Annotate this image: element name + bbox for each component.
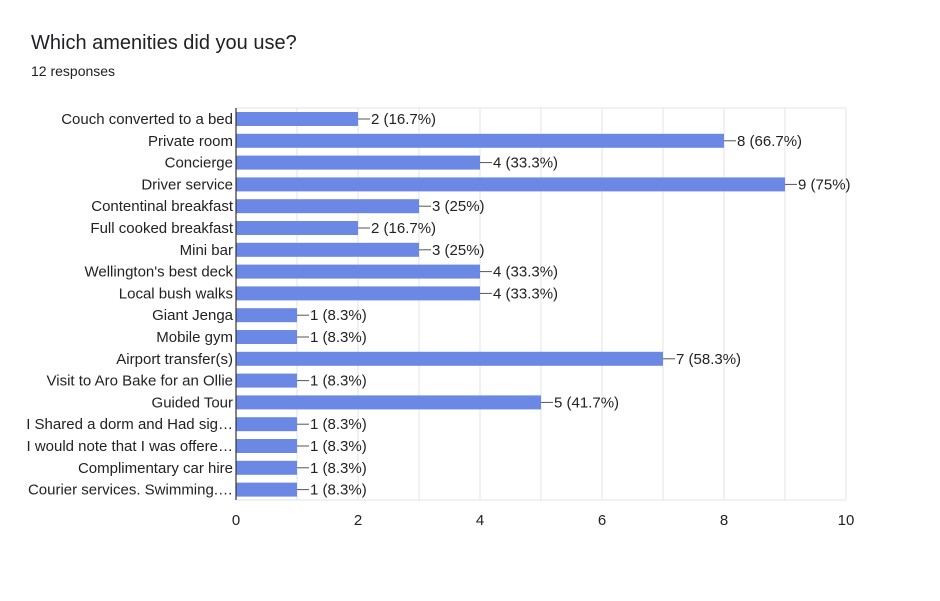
category-label: Mobile gym (156, 329, 233, 346)
value-label: 1 (8.3%) (310, 307, 367, 324)
bar (236, 308, 297, 323)
category-label: I would note that I was offere… (26, 438, 233, 455)
x-tick-label: 8 (720, 512, 728, 529)
value-label: 1 (8.3%) (310, 438, 367, 455)
value-label: 8 (66.7%) (737, 133, 802, 150)
bar (236, 373, 297, 388)
category-label: Full cooked breakfast (90, 220, 233, 237)
bar (236, 264, 480, 279)
grid-lines (236, 107, 847, 501)
value-label: 4 (33.3%) (493, 155, 558, 172)
category-label: Driver service (141, 176, 233, 193)
value-label: 3 (25%) (432, 198, 485, 215)
value-labels: 2 (16.7%) 8 (66.7%) 4 (33.3%) 9 (75%) 3 (25%… (297, 111, 851, 499)
category-label: Mini bar (180, 242, 233, 259)
category-label: Wellington's best deck (85, 264, 234, 281)
bar (236, 482, 297, 497)
value-label: 1 (8.3%) (310, 416, 367, 433)
x-axis-ticks: 0 2 4 6 8 10 (232, 512, 855, 529)
category-label: Giant Jenga (152, 307, 234, 324)
bar (236, 439, 297, 453)
bar (236, 221, 358, 235)
bar (236, 351, 663, 366)
value-label: 1 (8.3%) (310, 482, 367, 499)
value-label: 1 (8.3%) (310, 373, 367, 390)
category-label: Contentinal breakfast (91, 198, 234, 215)
bar (236, 177, 785, 192)
value-label: 4 (33.3%) (493, 285, 558, 302)
bar (236, 112, 358, 126)
value-label: 2 (16.7%) (371, 220, 436, 237)
category-label: Complimentary car hire (78, 460, 233, 477)
bar (236, 460, 297, 475)
chart-title: Which amenities did you use? (31, 32, 297, 54)
bar (236, 133, 724, 148)
category-label: Local bush walks (119, 285, 233, 302)
x-tick-label: 4 (476, 512, 484, 529)
bar (236, 199, 419, 214)
x-tick-label: 10 (838, 512, 855, 529)
bar (236, 330, 297, 344)
bars (236, 112, 785, 497)
x-tick-label: 2 (354, 512, 362, 529)
category-label: I Shared a dorm and Had sig… (26, 416, 233, 433)
value-label: 1 (8.3%) (310, 329, 367, 346)
value-label: 1 (8.3%) (310, 460, 367, 477)
x-tick-label: 0 (232, 512, 240, 529)
category-label: Visit to Aro Bake for an Ollie (47, 373, 233, 390)
category-label: Courier services. Swimming.… (28, 482, 233, 499)
value-label: 7 (58.3%) (676, 351, 741, 368)
value-label: 2 (16.7%) (371, 111, 436, 128)
bar (236, 286, 480, 301)
bar (236, 242, 419, 257)
category-label: Airport transfer(s) (116, 351, 233, 368)
bar (236, 417, 297, 432)
response-count: 12 responses (31, 63, 116, 79)
category-label: Couch converted to a bed (61, 111, 233, 128)
value-label: 5 (41.7%) (554, 394, 619, 411)
x-tick-label: 6 (598, 512, 606, 529)
category-labels: Couch converted to a bed Private room Conc… (26, 111, 234, 499)
value-label: 9 (75%) (798, 176, 851, 193)
bar (236, 395, 541, 410)
value-label: 3 (25%) (432, 242, 485, 259)
category-label: Concierge (165, 155, 233, 172)
category-label: Guided Tour (152, 394, 233, 411)
value-label: 4 (33.3%) (493, 264, 558, 281)
bar (236, 155, 480, 170)
category-label: Private room (148, 133, 233, 150)
